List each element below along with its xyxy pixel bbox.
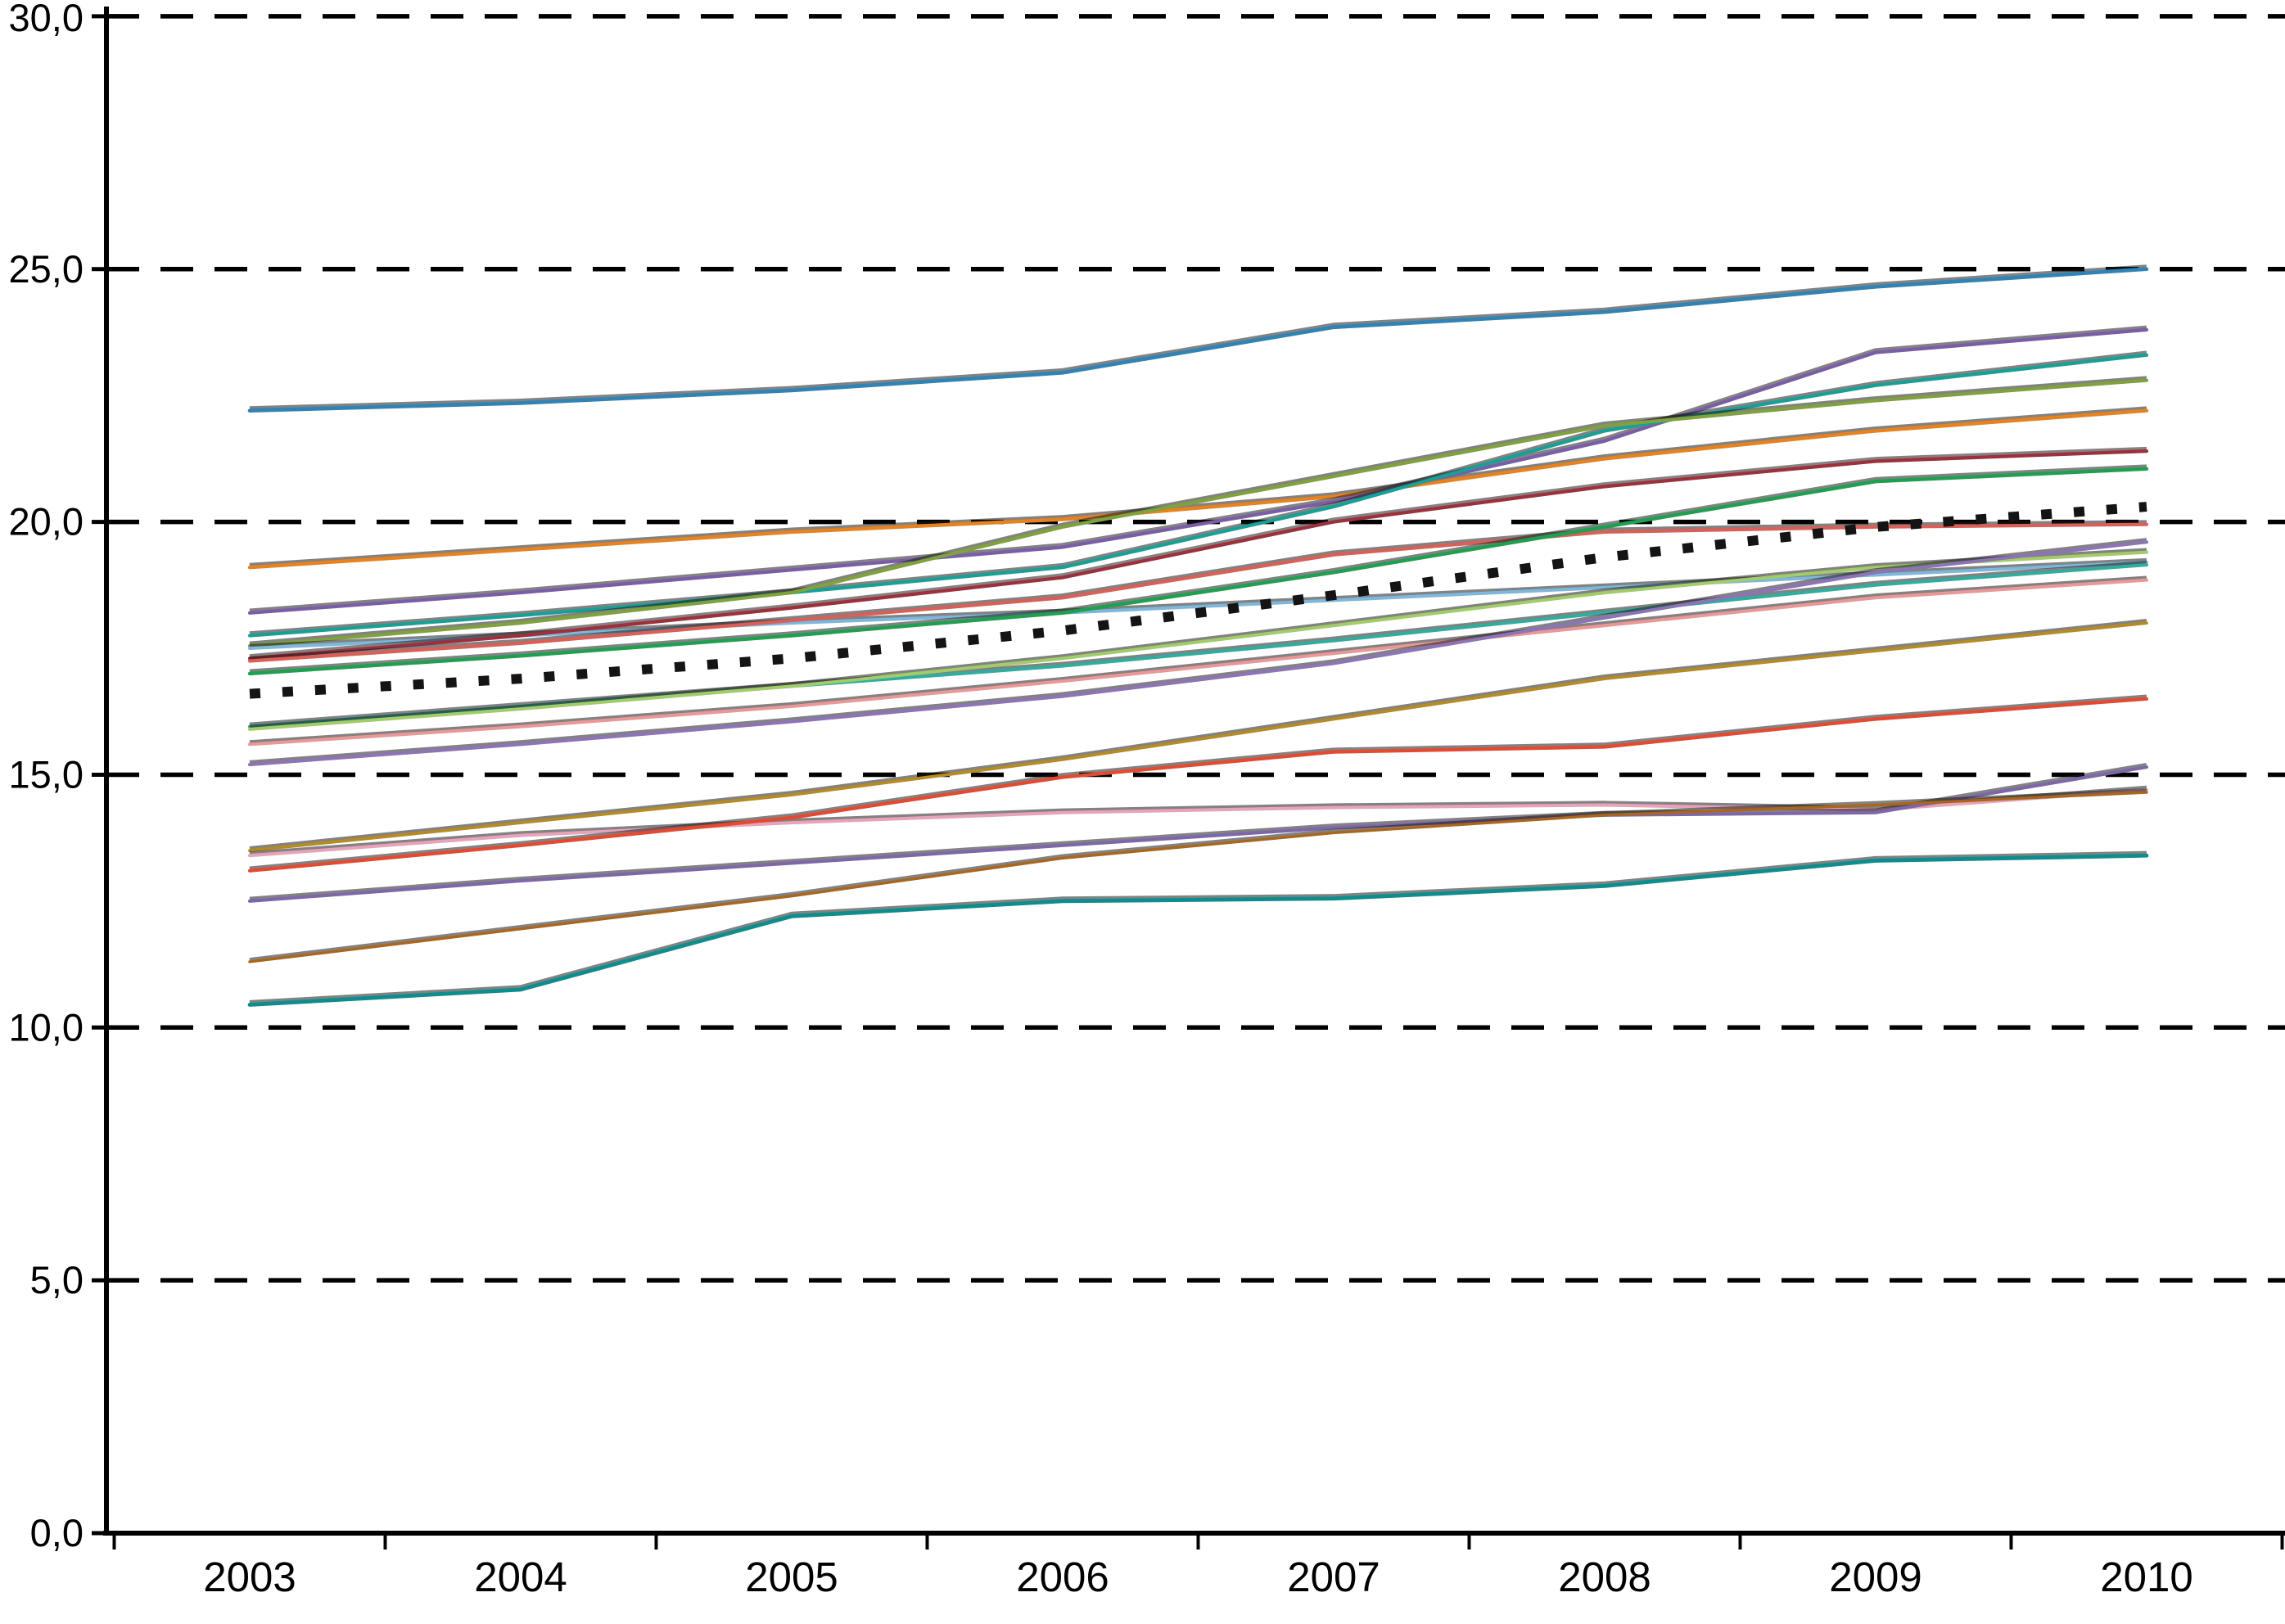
line-series-11-light-green <box>248 550 2148 731</box>
line-series-08-red <box>247 522 2149 663</box>
x-axis-label-2010: 2010 <box>2100 1554 2192 1600</box>
line-series-19-teal-low <box>247 853 2149 1007</box>
line-series-09-green <box>247 467 2149 676</box>
y-axis-label-15: 15,0 <box>9 752 84 796</box>
x-axis-label-2006: 2006 <box>1016 1554 1109 1600</box>
x-axis-label-2004: 2004 <box>474 1554 567 1600</box>
line-series-17-purple-low <box>248 765 2148 903</box>
x-axis-label-2008: 2008 <box>1558 1554 1651 1600</box>
x-axis-label-2005: 2005 <box>745 1554 838 1600</box>
y-axis-label-30: 30,0 <box>9 0 84 39</box>
line-series-18-brown <box>248 791 2148 963</box>
y-axis-label-5: 5,0 <box>30 1258 84 1301</box>
x-axis-label-2007: 2007 <box>1287 1554 1380 1600</box>
x-axis-label-2003: 2003 <box>203 1554 296 1600</box>
line-series-20-dotted-average <box>249 502 2147 699</box>
line-series-03-purple <box>247 327 2149 615</box>
line-series-02-orange <box>247 408 2149 570</box>
line-series-07-maroon <box>247 449 2149 661</box>
line-series-14-dark-yellow <box>248 621 2148 853</box>
line-series-01-steel-blue <box>247 267 2149 413</box>
line-series-05-olive-green <box>247 378 2149 648</box>
line-series-12-salmon <box>248 578 2148 747</box>
y-axis-label-20: 20,0 <box>9 500 84 544</box>
line-series-04-teal <box>247 353 2149 638</box>
line-edge-series-18-brown <box>249 788 2147 963</box>
y-axis-label-10: 10,0 <box>9 1005 84 1049</box>
line-series-16-bright-red <box>247 697 2149 873</box>
y-axis-label-0: 0,0 <box>30 1511 84 1554</box>
y-axis-label-25: 25,0 <box>9 247 84 291</box>
line-series-13-purple-mid <box>248 540 2148 767</box>
x-axis-label-2009: 2009 <box>1829 1554 1921 1600</box>
